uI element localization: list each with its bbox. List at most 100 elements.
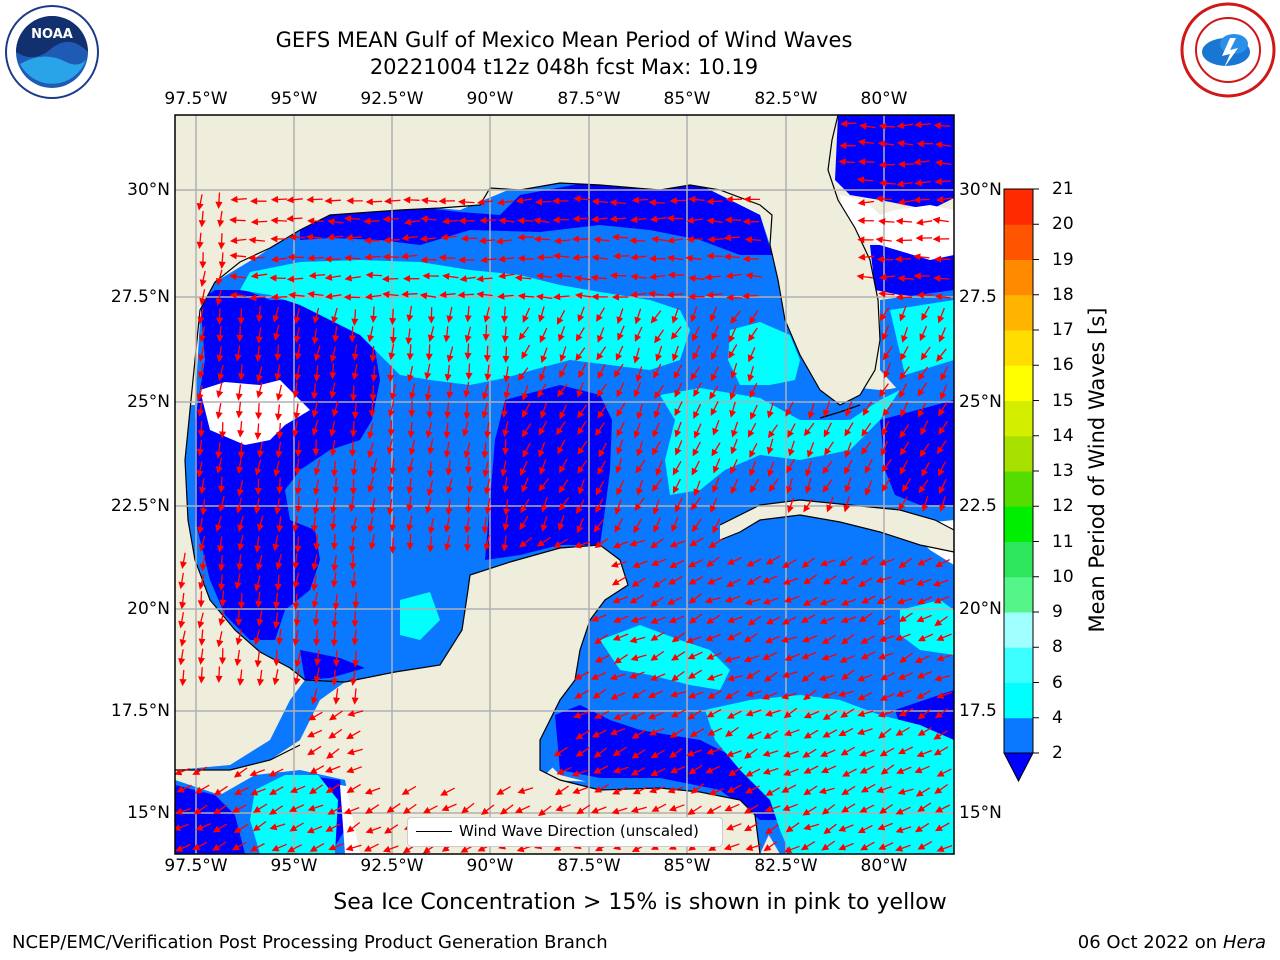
wave-direction-arrow	[668, 804, 685, 812]
wave-direction-arrow	[935, 822, 950, 832]
wave-direction-arrow	[466, 476, 474, 494]
wave-direction-arrow	[806, 442, 815, 458]
wave-direction-arrow	[612, 766, 629, 774]
wave-direction-arrow	[197, 362, 205, 380]
wave-direction-arrow	[344, 274, 361, 282]
wave-direction-arrow	[650, 768, 666, 776]
wave-direction-arrow	[917, 708, 932, 720]
wave-direction-arrow	[915, 787, 931, 797]
wave-direction-arrow	[325, 292, 342, 300]
wave-direction-arrow	[324, 765, 341, 773]
wave-direction-arrow	[693, 423, 702, 439]
wave-direction-arrow	[269, 823, 286, 831]
wave-direction-arrow	[352, 650, 360, 668]
wave-direction-arrow	[821, 840, 836, 851]
wave-direction-arrow	[365, 271, 383, 279]
wave-direction-arrow	[328, 710, 343, 721]
wave-direction-arrow	[464, 457, 472, 475]
wave-direction-arrow	[731, 421, 739, 438]
wave-direction-arrow	[427, 326, 435, 343]
wave-direction-arrow	[879, 803, 893, 814]
wave-direction-arrow	[557, 309, 566, 325]
wave-direction-arrow	[218, 609, 226, 626]
wave-direction-arrow	[706, 709, 722, 718]
wave-direction-arrow	[218, 496, 226, 513]
wave-direction-arrow	[237, 592, 246, 610]
wave-direction-arrow	[269, 786, 284, 796]
wave-direction-arrow	[707, 690, 723, 699]
wave-direction-arrow	[860, 841, 875, 851]
wave-direction-arrow	[841, 803, 856, 813]
wave-direction-arrow	[193, 804, 208, 815]
colorbar-cell	[1004, 647, 1033, 683]
wave-direction-arrow	[823, 823, 837, 835]
wave-direction-arrow	[248, 254, 265, 262]
wave-direction-arrow	[237, 308, 245, 325]
wave-direction-arrow	[324, 255, 341, 263]
wave-direction-arrow	[329, 420, 337, 437]
wave-direction-arrow	[481, 384, 489, 401]
low-period-west	[195, 290, 380, 640]
wave-direction-arrow	[610, 560, 627, 568]
wave-direction-arrow	[689, 613, 703, 624]
wave-direction-arrow	[932, 235, 950, 243]
wave-direction-arrow	[572, 786, 588, 795]
wave-direction-arrow	[307, 745, 322, 756]
wave-direction-arrow	[840, 616, 857, 624]
wave-direction-arrow	[742, 218, 760, 226]
wave-direction-arrow	[457, 291, 475, 299]
wave-direction-arrow	[611, 293, 629, 301]
wave-direction-arrow	[350, 669, 358, 686]
wave-direction-arrow	[824, 441, 834, 456]
wave-direction-arrow	[175, 767, 190, 776]
wave-direction-arrow	[916, 690, 931, 700]
wave-direction-arrow	[502, 346, 510, 364]
wave-direction-arrow	[197, 612, 205, 629]
wave-direction-arrow	[521, 403, 531, 418]
wave-direction-arrow	[540, 402, 547, 419]
wave-direction-arrow	[196, 194, 204, 211]
wave-direction-arrow	[256, 382, 264, 399]
wave-direction-arrow	[856, 273, 873, 281]
wave-direction-arrow	[311, 328, 319, 345]
wave-direction-arrow	[595, 498, 604, 514]
wave-direction-arrow	[256, 554, 263, 571]
wave-direction-arrow	[215, 516, 222, 533]
wave-direction-arrow	[725, 750, 742, 758]
wave-direction-arrow	[329, 363, 337, 380]
wave-direction-arrow	[844, 422, 854, 437]
wave-direction-arrow	[533, 217, 550, 225]
wave-direction-arrow	[650, 538, 664, 549]
wave-direction-arrow	[387, 401, 395, 418]
wave-direction-arrow	[556, 421, 566, 436]
wave-direction-arrow	[559, 346, 567, 363]
wave-direction-arrow	[291, 421, 299, 438]
colorbar-tick-label: 20	[1052, 214, 1074, 235]
wave-direction-arrow	[636, 479, 643, 496]
wave-direction-arrow	[688, 293, 705, 301]
wave-direction-arrow	[630, 253, 647, 261]
wave-direction-arrow	[914, 121, 931, 129]
wave-direction-arrow	[346, 197, 363, 205]
wave-direction-arrow	[687, 669, 703, 679]
wave-direction-arrow	[819, 559, 836, 567]
wave-direction-arrow	[426, 480, 434, 497]
wave-direction-arrow	[820, 765, 837, 774]
wave-direction-arrow	[916, 140, 933, 148]
wave-direction-arrow	[725, 195, 743, 203]
wave-direction-arrow	[897, 672, 914, 680]
wave-direction-arrow	[409, 383, 416, 400]
wave-direction-arrow	[500, 804, 514, 815]
wave-direction-arrow	[933, 274, 950, 283]
wave-direction-arrow	[709, 497, 718, 513]
wave-direction-arrow	[783, 707, 798, 719]
wave-direction-arrow	[387, 365, 395, 383]
wave-direction-arrow	[666, 291, 684, 299]
wave-direction-arrow	[784, 845, 800, 853]
wave-direction-arrow	[822, 575, 837, 585]
wave-direction-arrow	[215, 289, 223, 306]
wave-direction-arrow	[895, 293, 913, 301]
lon-tick-bottom: 82.5°W	[754, 856, 818, 876]
wave-direction-arrow	[914, 765, 930, 774]
wave-direction-arrow	[594, 784, 610, 793]
